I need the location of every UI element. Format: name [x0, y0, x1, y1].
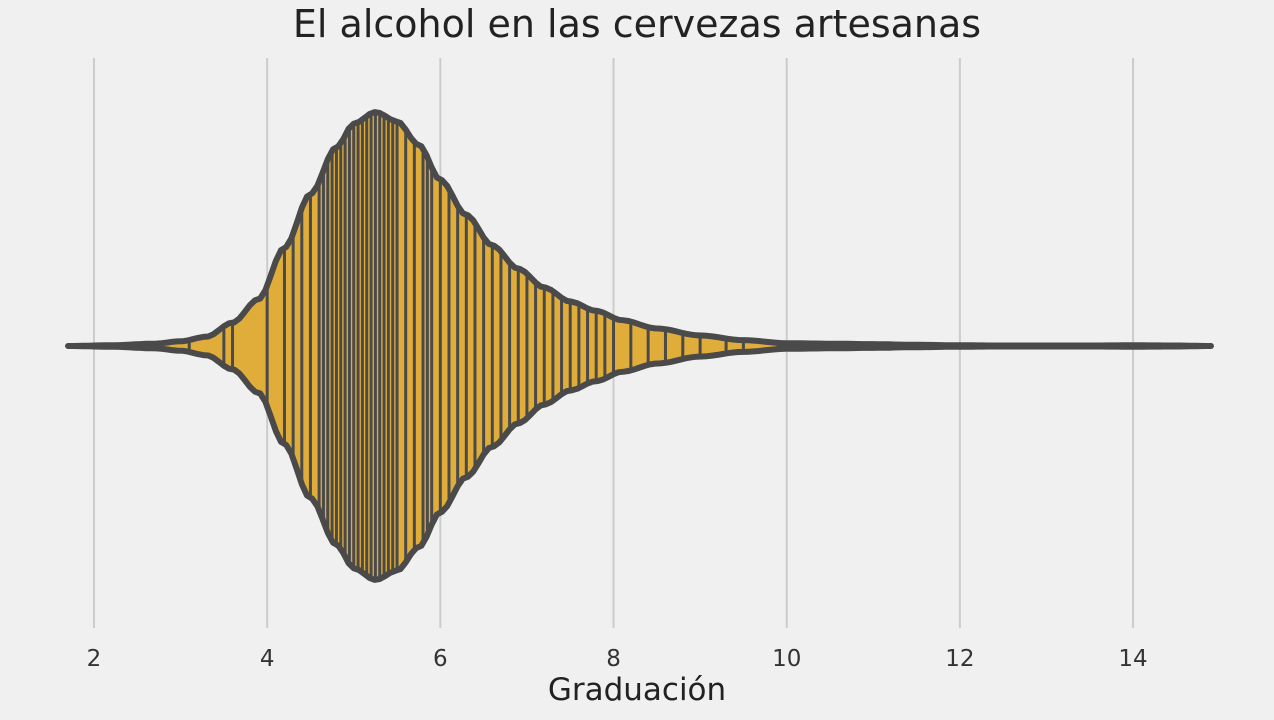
x-tick-label-12: 12 [945, 646, 974, 672]
x-tick-labels: 2 4 6 8 10 12 14 [87, 646, 1148, 672]
x-tick-label-2: 2 [87, 646, 102, 672]
x-tick-label-6: 6 [433, 646, 448, 672]
x-tick-label-10: 10 [772, 646, 801, 672]
x-tick-label-14: 14 [1118, 646, 1147, 672]
x-axis-label: Graduación [547, 672, 727, 708]
violin-outline [65, 109, 1214, 583]
chart-title: El alcohol en las cervezas artesanas [292, 2, 982, 46]
x-tick-label-8: 8 [606, 646, 621, 672]
violin [65, 109, 1214, 583]
x-tick-label-4: 4 [260, 646, 275, 672]
